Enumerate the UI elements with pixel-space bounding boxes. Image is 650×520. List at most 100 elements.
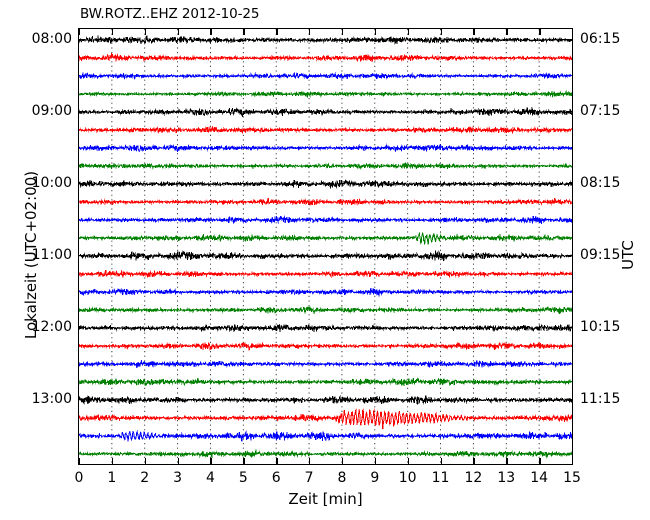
bottom-tick-mark-9	[374, 458, 377, 465]
seismic-trace	[79, 52, 572, 63]
top-tick-mark-1	[111, 28, 114, 35]
seismic-trace	[79, 341, 572, 351]
left-tick-label-3: 11:00	[31, 247, 72, 263]
left-tick-mark-0	[78, 39, 85, 41]
right-tick-mark-2	[566, 183, 573, 185]
right-tick-mark-0	[566, 39, 573, 41]
bottom-tick-label-1: 1	[107, 470, 117, 486]
left-tick-label-4: 12:00	[31, 319, 72, 335]
seismic-trace	[79, 71, 572, 81]
top-tick-mark-12	[473, 28, 475, 35]
top-tick-mark-3	[177, 28, 179, 35]
plot-title: BW.ROTZ..EHZ 2012-10-25	[80, 6, 260, 22]
top-tick-mark-10	[407, 28, 410, 35]
bottom-tick-mark-13	[506, 458, 508, 465]
bottom-tick-label-14: 14	[530, 470, 549, 486]
bottom-tick-mark-2	[144, 458, 147, 465]
left-axis-tick-labels: 08:00 09:00 10:00 11:00 12:00 13:00	[0, 0, 72, 520]
seismic-trace	[79, 125, 572, 135]
bottom-tick-label-2: 2	[140, 470, 150, 486]
left-tick-mark-5	[78, 399, 85, 401]
seismic-trace	[79, 143, 572, 153]
seismic-trace	[79, 197, 572, 206]
seismic-trace	[79, 232, 572, 245]
bottom-tick-mark-3	[177, 458, 179, 465]
bottom-tick-mark-1	[111, 458, 114, 465]
right-tick-mark-4	[566, 327, 573, 329]
seismic-trace	[79, 179, 572, 190]
right-tick-label-2: 08:15	[580, 175, 621, 191]
seismic-trace	[79, 324, 572, 333]
top-tick-mark-0	[79, 28, 81, 35]
left-tick-label-1: 09:00	[31, 103, 72, 119]
left-tick-label-0: 08:00	[31, 31, 72, 47]
seismic-trace	[79, 394, 572, 405]
top-tick-mark-2	[144, 28, 147, 35]
bottom-tick-label-12: 12	[464, 470, 483, 486]
top-tick-mark-11	[440, 28, 442, 35]
bottom-tick-mark-7	[309, 458, 311, 465]
right-tick-label-5: 11:15	[580, 391, 621, 407]
seismic-trace	[79, 287, 572, 297]
right-tick-label-1: 07:15	[580, 103, 621, 119]
top-tick-mark-13	[506, 28, 508, 35]
top-tick-mark-7	[309, 28, 311, 35]
top-tick-mark-4	[210, 28, 212, 35]
bottom-tick-label-13: 13	[497, 470, 516, 486]
right-tick-label-4: 10:15	[580, 319, 621, 335]
seismic-trace	[79, 360, 572, 369]
left-tick-mark-3	[78, 255, 85, 257]
top-tick-mark-15	[572, 28, 574, 35]
top-tick-mark-14	[539, 28, 541, 35]
bottom-tick-label-4: 4	[205, 470, 215, 486]
bottom-tick-mark-4	[210, 458, 212, 465]
left-tick-label-2: 10:00	[31, 175, 72, 191]
bottom-tick-label-7: 7	[304, 470, 314, 486]
seismic-trace	[79, 408, 572, 429]
bottom-tick-label-9: 9	[370, 470, 380, 486]
bottom-tick-label-15: 15	[563, 470, 581, 486]
bottom-tick-label-0: 0	[74, 470, 84, 486]
right-tick-mark-5	[566, 399, 573, 401]
seismic-trace	[79, 214, 572, 225]
bottom-tick-mark-15	[572, 458, 574, 465]
plot-area	[78, 28, 573, 465]
seismic-trace	[79, 429, 572, 442]
bottom-tick-label-3: 3	[173, 470, 183, 486]
bottom-tick-mark-8	[341, 458, 344, 465]
right-tick-mark-1	[566, 111, 573, 113]
bottom-tick-mark-5	[243, 458, 245, 465]
bottom-tick-mark-14	[539, 458, 541, 465]
seismic-trace	[79, 306, 572, 315]
top-tick-mark-8	[341, 28, 344, 35]
right-axis-tick-labels: 06:15 07:15 08:15 09:15 10:15 11:15	[580, 0, 650, 520]
bottom-tick-label-6: 6	[271, 470, 281, 486]
right-tick-mark-3	[566, 255, 573, 257]
top-tick-mark-5	[243, 28, 245, 35]
bottom-tick-label-5: 5	[238, 470, 248, 486]
left-axis-label: Lokalzeit (UTC+02:00)	[22, 170, 40, 340]
right-axis-label: UTC	[619, 240, 637, 270]
left-tick-mark-4	[78, 327, 85, 329]
x-axis-label: Zeit [min]	[288, 490, 363, 508]
bottom-tick-mark-6	[276, 458, 278, 465]
seismic-trace	[79, 269, 572, 279]
seismic-trace	[79, 107, 572, 117]
seismic-trace	[79, 89, 572, 98]
seismic-trace	[79, 449, 572, 459]
left-tick-label-5: 13:00	[31, 391, 72, 407]
trace-canvas	[79, 29, 572, 464]
left-tick-mark-1	[78, 111, 85, 113]
left-tick-mark-2	[78, 183, 85, 185]
bottom-tick-mark-12	[473, 458, 475, 465]
bottom-tick-mark-0	[79, 458, 81, 465]
bottom-tick-mark-10	[407, 458, 410, 465]
right-tick-label-3: 09:15	[580, 247, 621, 263]
seismic-trace	[79, 250, 572, 262]
top-tick-mark-9	[374, 28, 377, 35]
bottom-tick-label-10: 10	[398, 470, 417, 486]
bottom-tick-label-8: 8	[337, 470, 347, 486]
seismic-trace	[79, 162, 572, 170]
seismic-trace	[79, 377, 572, 387]
